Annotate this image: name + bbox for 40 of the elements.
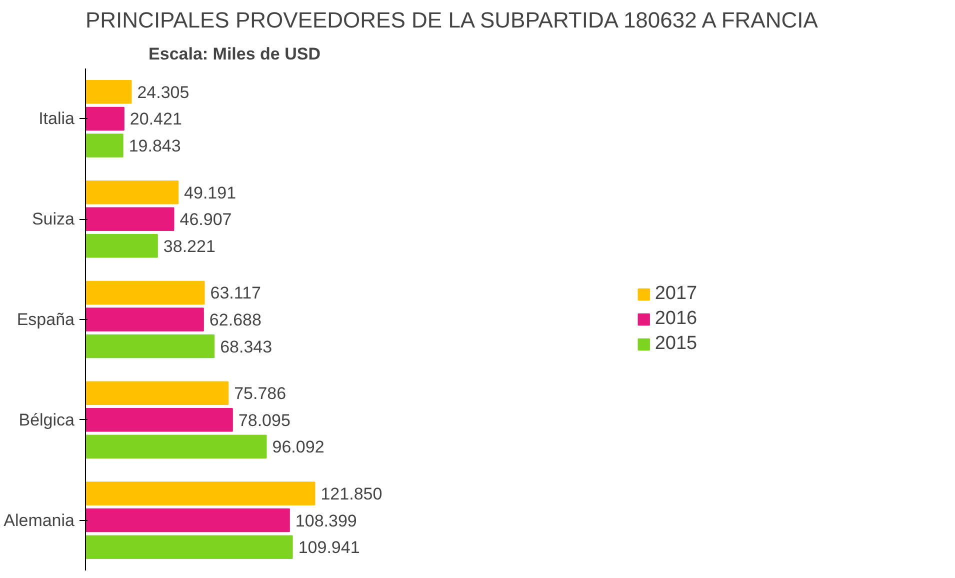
y-tick-label: España: [16, 310, 76, 329]
bar: [86, 381, 229, 406]
bar: [86, 434, 267, 459]
y-tick-label: Suiza: [32, 210, 76, 229]
y-tick-label: Bélgica: [18, 410, 76, 430]
bar: [86, 535, 293, 559]
data-label: 96.092: [272, 438, 324, 457]
bar: [86, 106, 124, 131]
bar: [86, 308, 204, 332]
bar: [86, 280, 205, 305]
data-label: 19.843: [128, 136, 181, 156]
legend-label: 2017: [654, 283, 698, 305]
data-label: 109.941: [298, 538, 360, 558]
legend-label: 2016: [654, 308, 698, 330]
legend-label: 2015: [654, 333, 698, 355]
data-label: 24.305: [137, 82, 190, 102]
data-label: 38.221: [163, 236, 216, 256]
y-tick-label: Alemania: [4, 510, 76, 530]
text: PRINCIPALES PROVEEDORES DE LA SUBPARTIDA 180632 A FRANCIA: [86, 8, 818, 32]
data-label: 20.421: [130, 110, 182, 129]
bar: [86, 234, 158, 258]
data-label: 46.907: [180, 210, 232, 230]
data-label: 108.399: [295, 511, 357, 530]
data-label: 75.786: [234, 384, 286, 404]
bar: [86, 508, 290, 532]
y-tick-label: Italia: [38, 109, 76, 128]
chart-subtitle: Escala: Miles de USD: [148, 44, 320, 64]
data-label: 62.688: [209, 310, 262, 330]
bar: [86, 207, 174, 231]
data-label: 49.191: [184, 183, 236, 202]
bar: [86, 80, 132, 104]
bar: [86, 408, 233, 432]
data-label: 63.117: [210, 284, 261, 303]
bar: [86, 482, 316, 506]
bar: [86, 134, 124, 158]
bar: [86, 334, 215, 358]
data-label: 121.850: [320, 484, 382, 504]
data-label: 68.343: [220, 337, 272, 356]
bar: [86, 180, 179, 204]
data-label: 78.095: [238, 410, 290, 430]
